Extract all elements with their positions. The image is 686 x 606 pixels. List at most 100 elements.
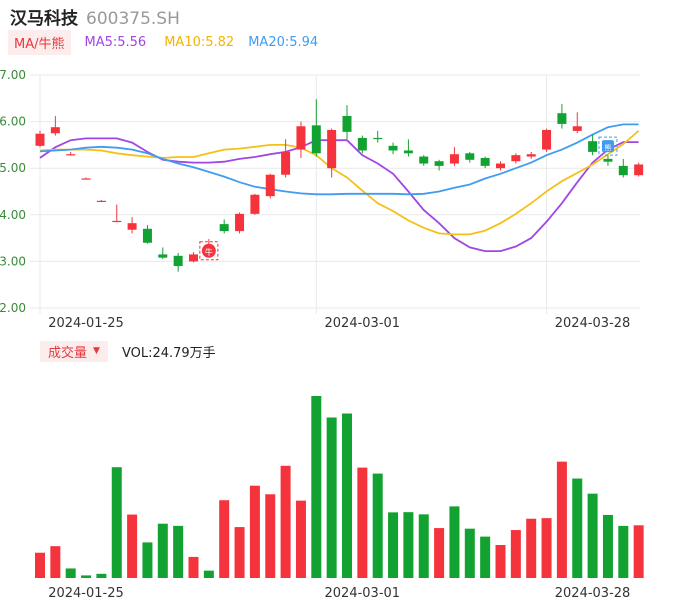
candle — [158, 254, 168, 258]
volume-bar — [480, 536, 491, 578]
candle — [403, 150, 413, 154]
bear-icon — [601, 140, 614, 153]
bull-icon — [201, 243, 216, 258]
volume-bar — [295, 500, 306, 578]
volume-bar — [265, 494, 276, 578]
candle — [265, 174, 275, 197]
candle — [526, 154, 536, 157]
volume-bar — [541, 518, 552, 578]
volume-bar — [96, 573, 107, 578]
y-tick-label: 7.00 — [0, 68, 26, 82]
stock-header: 汉马科技 600375.SH — [10, 4, 180, 29]
y-tick-label: 3.00 — [0, 254, 26, 268]
volume-bar — [35, 552, 45, 578]
volume-bar — [157, 523, 168, 578]
volume-legend: 成交量 ▼ VOL:24.79万手 — [40, 340, 216, 362]
volume-bar — [311, 396, 322, 578]
volume-bar — [495, 544, 506, 578]
y-tick-label: 4.00 — [0, 208, 26, 222]
candle — [311, 125, 321, 154]
candle — [173, 255, 183, 267]
volume-bar — [50, 546, 61, 578]
volume-bar — [587, 493, 598, 578]
volume-bar — [234, 527, 245, 578]
x-tick-label: 2024-01-25 — [48, 316, 124, 331]
volume-type-selector[interactable]: 成交量 ▼ — [40, 340, 108, 362]
candle — [235, 213, 245, 232]
volume-bar — [434, 528, 445, 578]
volume-bar — [418, 514, 429, 578]
volume-bar — [526, 518, 537, 578]
volume-bar — [326, 417, 337, 578]
ma-legend: MA/牛熊 MA5:5.56 MA10:5.82 MA20:5.94 — [8, 29, 319, 55]
candle — [189, 254, 198, 262]
volume-bar — [249, 485, 260, 578]
candle — [603, 158, 613, 162]
caret-down-icon: ▼ — [93, 346, 100, 356]
volume-bar — [188, 556, 199, 578]
candle — [511, 155, 521, 162]
volume-bar — [464, 528, 475, 578]
candle — [50, 127, 60, 134]
volume-bar — [572, 478, 583, 578]
volume-bar — [142, 542, 153, 578]
candle — [388, 145, 398, 151]
y-tick-label: 2.00 — [0, 301, 26, 315]
x-tick-label: 2024-03-28 — [555, 316, 631, 331]
volume-x-tick-label: 2024-01-25 — [48, 586, 124, 601]
candle — [572, 126, 582, 131]
candle — [342, 116, 352, 132]
candle — [419, 156, 429, 164]
volume-bar — [127, 514, 138, 578]
candle — [434, 161, 444, 166]
volume-bar — [173, 525, 184, 578]
candle — [496, 163, 505, 169]
volume-bar — [280, 465, 291, 578]
candle — [96, 200, 106, 203]
y-tick-label: 6.00 — [0, 115, 26, 129]
volume-bar — [219, 500, 230, 578]
stock-name: 汉马科技 — [10, 9, 78, 29]
x-tick-label: 2024-03-01 — [325, 316, 401, 331]
volume-x-tick-label: 2024-03-28 — [555, 586, 631, 601]
ma-line-ma10 — [39, 130, 640, 236]
volume-x-tick-label: 2024-03-01 — [325, 586, 401, 601]
volume-bar — [388, 512, 399, 578]
ma10-label: MA10:5.82 — [164, 34, 235, 50]
volume-type-label: 成交量 — [48, 345, 88, 361]
candle — [142, 228, 152, 243]
volume-bar — [618, 525, 629, 578]
volume-value: VOL:24.79万手 — [121, 345, 216, 361]
volume-bar — [65, 568, 76, 578]
candle — [557, 113, 567, 124]
candle — [588, 141, 598, 152]
volume-bar — [203, 570, 214, 578]
candle — [480, 157, 490, 166]
candle — [219, 224, 229, 232]
candle — [296, 126, 306, 150]
candle — [327, 129, 337, 169]
candle — [250, 194, 260, 214]
ma20-label: MA20:5.94 — [248, 34, 319, 50]
volume-bar — [556, 461, 567, 578]
stock-code: 600375.SH — [86, 9, 180, 29]
ma-line-ma5 — [39, 137, 639, 253]
candle — [373, 137, 383, 140]
candle — [449, 154, 459, 164]
volume-bar — [449, 506, 460, 578]
candle — [112, 220, 122, 223]
candle — [357, 137, 367, 151]
buy-marker-frame — [199, 241, 219, 261]
indicator-type-selector[interactable]: MA/牛熊 — [8, 29, 71, 55]
volume-bar — [403, 512, 414, 578]
bear-marker-frame — [598, 136, 618, 156]
candle — [465, 153, 475, 160]
bear-marker-label: 熊 — [604, 143, 611, 152]
candle — [66, 154, 76, 156]
volume-bar — [342, 413, 352, 578]
candle — [542, 129, 552, 150]
volume-bar — [633, 525, 644, 578]
candle — [127, 223, 137, 230]
bull-marker-label: 牛 — [205, 247, 213, 257]
